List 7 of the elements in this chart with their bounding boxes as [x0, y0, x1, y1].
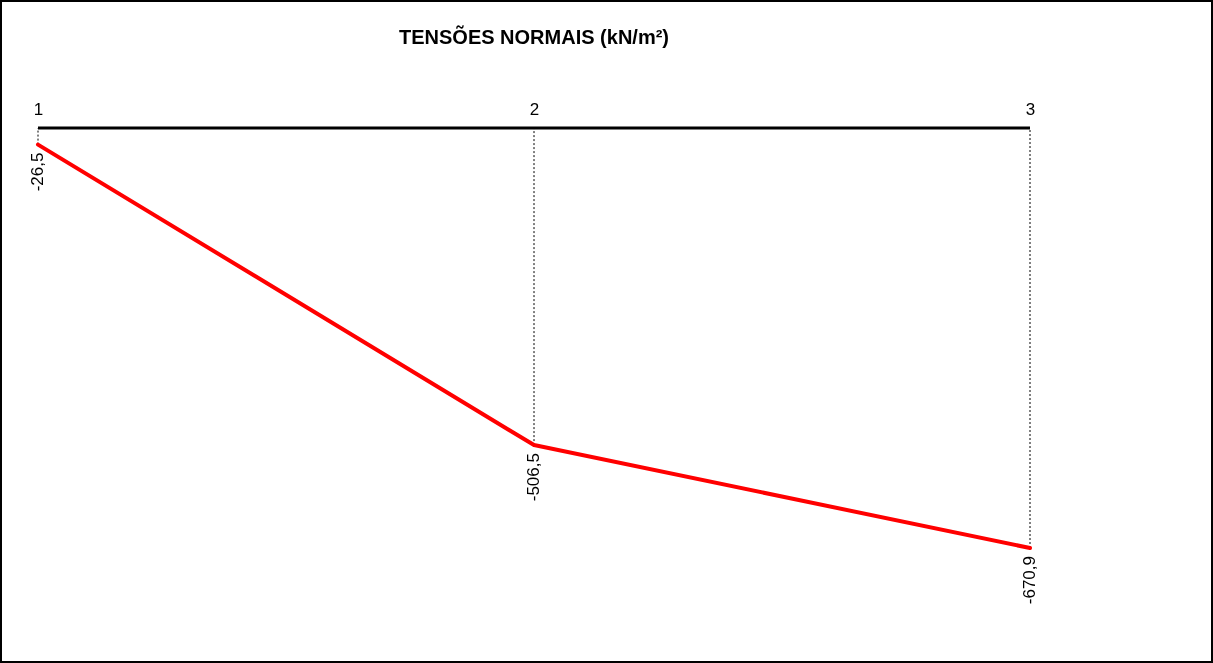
x-tick-label: 1	[33, 99, 44, 119]
data-label: -506,5	[524, 453, 543, 502]
data-label: -670,9	[1020, 556, 1039, 605]
data-label: -26,5	[28, 152, 47, 192]
x-tick-label: 3	[1025, 99, 1036, 119]
x-tick-label: 2	[529, 99, 540, 119]
chart-title: TENSÕES NORMAIS (kN/m²)	[398, 25, 670, 48]
